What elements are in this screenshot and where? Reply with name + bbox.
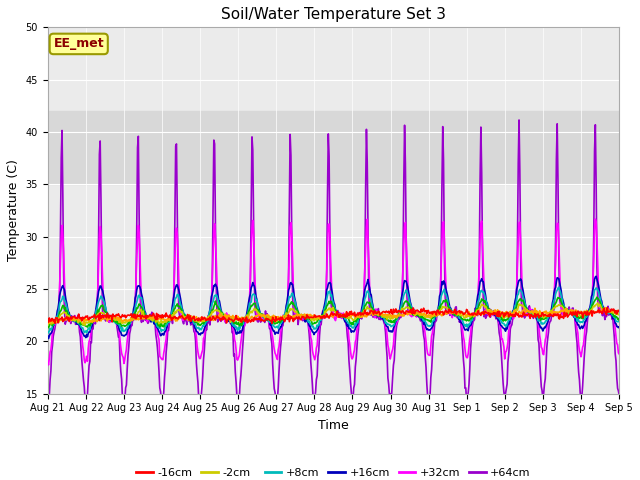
+64cm: [515, 117, 523, 123]
+32cm: [114, 318, 122, 324]
+64cm: [171, 213, 179, 219]
+16cm: [592, 274, 600, 279]
-2cm: [404, 305, 412, 311]
-8cm: [404, 312, 412, 318]
+2cm: [114, 321, 122, 327]
+2cm: [172, 303, 180, 309]
-2cm: [420, 314, 428, 320]
Text: EE_met: EE_met: [53, 37, 104, 50]
-8cm: [55, 319, 63, 325]
+16cm: [202, 323, 210, 328]
+16cm: [615, 324, 623, 330]
+8cm: [45, 330, 52, 336]
+16cm: [404, 284, 412, 290]
+16cm: [55, 300, 63, 305]
+2cm: [404, 299, 412, 305]
+16cm: [420, 320, 428, 325]
X-axis label: Time: Time: [318, 419, 349, 432]
+64cm: [615, 392, 623, 398]
+64cm: [113, 324, 121, 329]
+16cm: [45, 336, 52, 341]
-8cm: [602, 305, 609, 311]
Line: -16cm: -16cm: [48, 308, 619, 324]
+8cm: [420, 317, 428, 323]
Line: +8cm: +8cm: [48, 287, 619, 333]
-8cm: [615, 309, 623, 315]
-16cm: [420, 309, 428, 314]
+64cm: [420, 337, 428, 343]
+32cm: [420, 325, 428, 331]
+8cm: [202, 320, 210, 325]
+32cm: [55, 303, 63, 309]
+64cm: [235, 402, 243, 408]
Bar: [48, 111, 619, 184]
-2cm: [44, 322, 52, 328]
-16cm: [615, 309, 623, 315]
+16cm: [172, 284, 180, 290]
Legend: -16cm, -8cm, -2cm, +2cm, +8cm, +16cm, +32cm, +64cm: -16cm, -8cm, -2cm, +2cm, +8cm, +16cm, +3…: [132, 464, 535, 480]
+2cm: [45, 325, 52, 331]
+8cm: [404, 291, 412, 297]
+2cm: [615, 315, 623, 321]
+32cm: [615, 351, 623, 357]
-2cm: [114, 317, 122, 323]
+8cm: [615, 318, 623, 324]
+16cm: [114, 323, 122, 328]
-8cm: [114, 315, 122, 321]
-16cm: [171, 313, 179, 319]
-16cm: [604, 305, 611, 311]
-16cm: [201, 315, 209, 321]
+64cm: [404, 306, 412, 312]
+2cm: [55, 313, 63, 319]
-2cm: [81, 323, 89, 328]
+32cm: [404, 282, 412, 288]
-2cm: [54, 317, 62, 323]
+8cm: [44, 329, 52, 335]
+2cm: [44, 324, 52, 329]
Line: +32cm: +32cm: [48, 219, 619, 365]
Line: +16cm: +16cm: [48, 276, 619, 338]
+2cm: [593, 294, 601, 300]
Line: +2cm: +2cm: [48, 297, 619, 328]
+64cm: [44, 398, 52, 404]
-2cm: [594, 300, 602, 306]
-16cm: [268, 321, 276, 326]
-2cm: [172, 309, 180, 314]
Y-axis label: Temperature (C): Temperature (C): [7, 159, 20, 262]
+32cm: [202, 322, 210, 328]
+8cm: [114, 319, 122, 324]
+8cm: [172, 295, 180, 301]
-8cm: [44, 318, 52, 324]
+8cm: [555, 284, 563, 290]
+64cm: [54, 320, 62, 326]
Line: -2cm: -2cm: [48, 303, 619, 325]
-16cm: [404, 309, 412, 315]
+32cm: [172, 230, 180, 236]
-16cm: [113, 312, 121, 317]
+32cm: [45, 362, 52, 368]
Title: Soil/Water Temperature Set 3: Soil/Water Temperature Set 3: [221, 7, 446, 22]
+16cm: [44, 333, 52, 339]
Line: -8cm: -8cm: [48, 308, 619, 323]
-8cm: [172, 318, 180, 324]
+32cm: [591, 216, 599, 222]
-8cm: [420, 311, 428, 317]
-8cm: [51, 320, 58, 326]
Line: +64cm: +64cm: [48, 120, 619, 405]
-16cm: [54, 320, 62, 325]
+2cm: [202, 318, 210, 324]
-2cm: [615, 311, 623, 317]
-16cm: [44, 317, 52, 323]
+8cm: [55, 306, 63, 312]
+32cm: [44, 359, 52, 365]
+2cm: [420, 315, 428, 321]
-2cm: [202, 316, 210, 322]
+64cm: [201, 334, 209, 340]
-8cm: [202, 315, 210, 321]
